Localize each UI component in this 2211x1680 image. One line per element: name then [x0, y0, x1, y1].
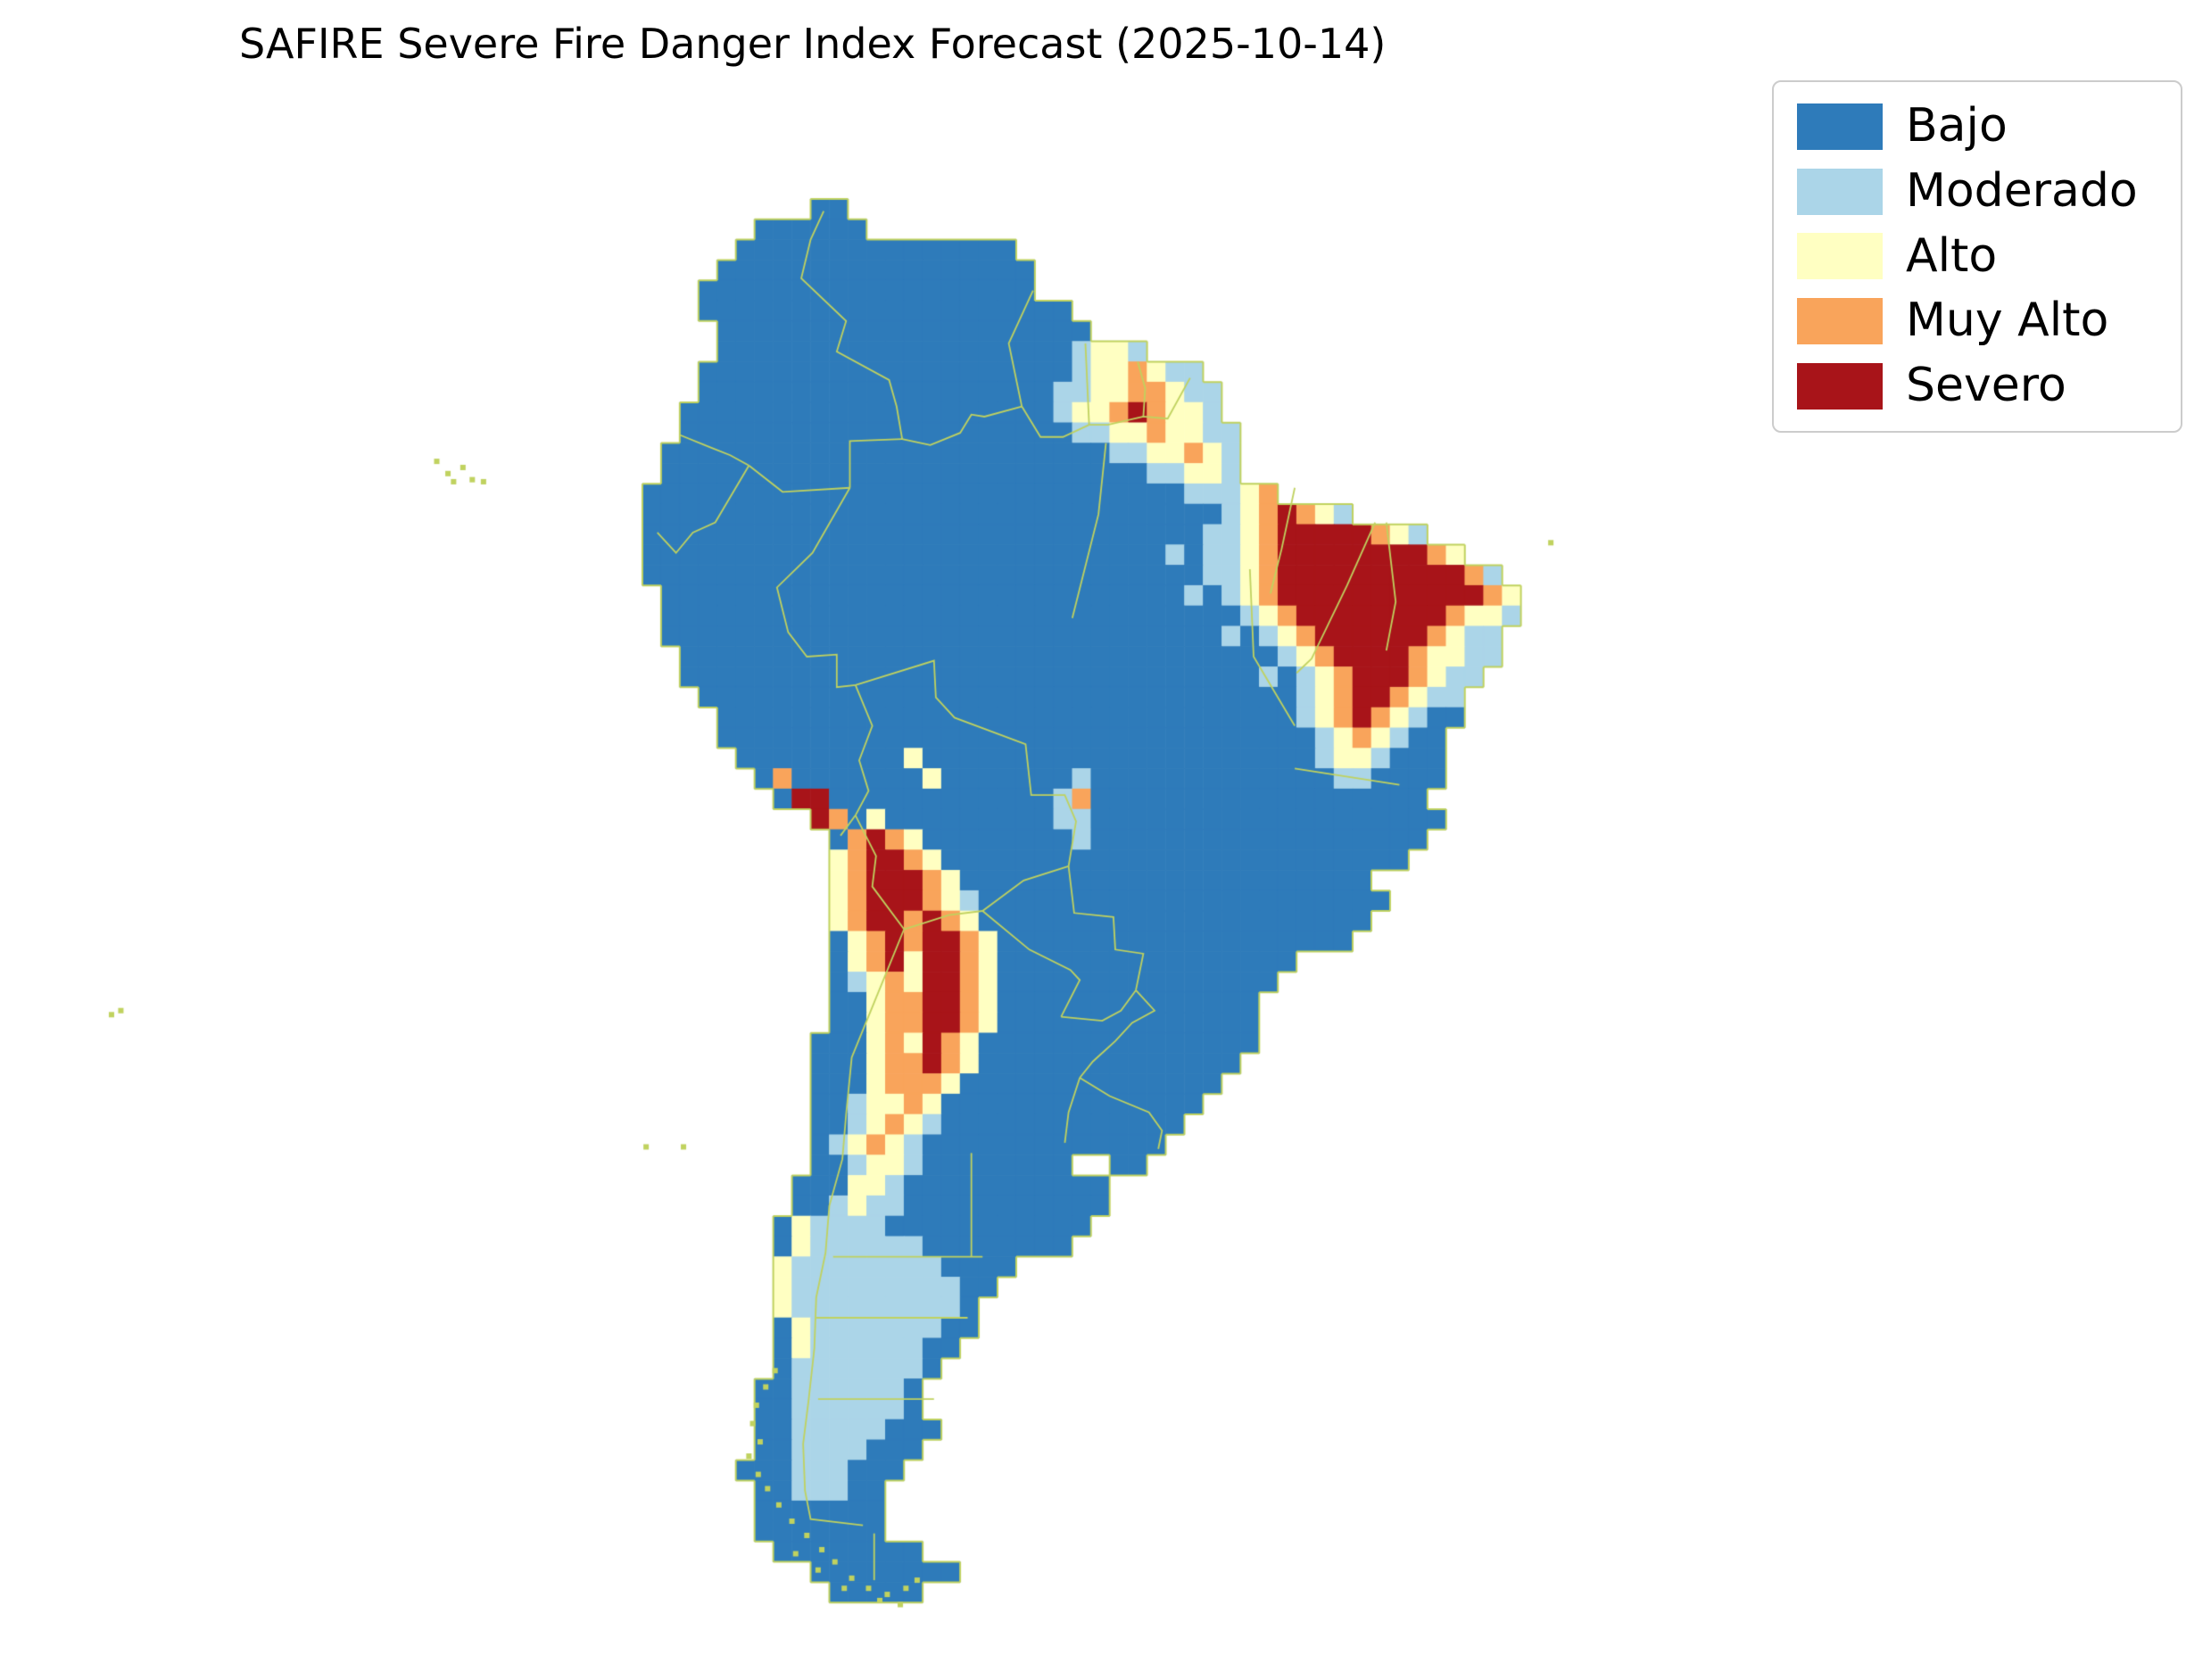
- figure-title: SAFIRE Severe Fire Danger Index Forecast…: [239, 20, 1387, 68]
- legend-swatch-moderado: [1797, 168, 1883, 215]
- legend-swatch-severo: [1797, 363, 1883, 410]
- legend-item-severo: Severo: [1797, 359, 2157, 413]
- legend-label-muy-alto: Muy Alto: [1906, 294, 2109, 348]
- legend: Bajo Moderado Alto Muy Alto Severo: [1772, 80, 2182, 433]
- legend-item-muy-alto: Muy Alto: [1797, 294, 2157, 348]
- legend-item-moderado: Moderado: [1797, 163, 2157, 219]
- legend-swatch-muy-alto: [1797, 298, 1883, 345]
- legend-swatch-bajo: [1797, 103, 1883, 150]
- legend-item-alto: Alto: [1797, 228, 2157, 284]
- legend-swatch-alto: [1797, 233, 1883, 280]
- legend-label-bajo: Bajo: [1906, 99, 2008, 153]
- legend-label-severo: Severo: [1906, 359, 2066, 413]
- legend-label-alto: Alto: [1906, 228, 1998, 283]
- legend-item-bajo: Bajo: [1797, 99, 2157, 153]
- legend-label-moderado: Moderado: [1906, 163, 2138, 218]
